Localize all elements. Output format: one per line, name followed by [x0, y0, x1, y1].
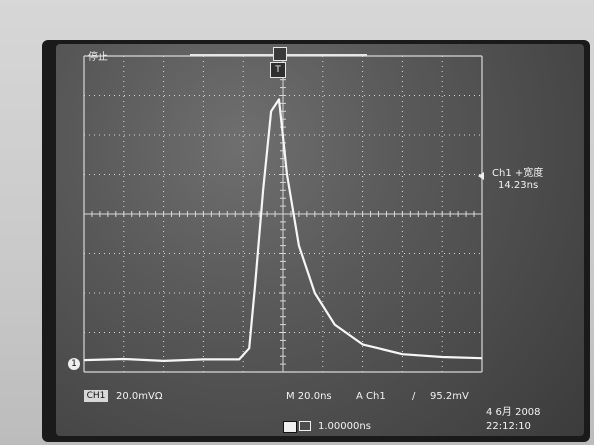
- measurement-indicator-arrow: [478, 172, 484, 180]
- record-window-marker: [273, 47, 287, 61]
- volts-per-division: 20.0mVΩ: [116, 391, 163, 402]
- date: 4 6月 2008: [486, 407, 541, 418]
- trigger-position-marker[interactable]: T: [270, 62, 286, 78]
- measurement-readout: Ch1 +宽度 14.23ns: [492, 168, 582, 192]
- timebase: M 20.0ns: [286, 391, 332, 402]
- waveform-trace: [83, 98, 483, 362]
- trigger-status-chip: [283, 421, 297, 433]
- channel1-ground-marker[interactable]: 1: [68, 358, 80, 370]
- graticule-ticks: [83, 55, 483, 373]
- trigger-level: 95.2mV: [430, 391, 469, 402]
- record-icon: [299, 421, 311, 431]
- time: 22:12:10: [486, 421, 531, 432]
- measurement-title: Ch1 +宽度: [492, 168, 544, 179]
- trigger-channel: A Ch1: [356, 391, 386, 402]
- measurement-value: 14.23ns: [498, 180, 539, 191]
- oscilloscope-screen: [56, 44, 584, 436]
- channel-badge: CH1: [84, 390, 108, 402]
- record-time: 1.00000ns: [318, 421, 371, 432]
- run-state: 停止: [88, 52, 108, 63]
- trigger-slope: /: [412, 391, 416, 402]
